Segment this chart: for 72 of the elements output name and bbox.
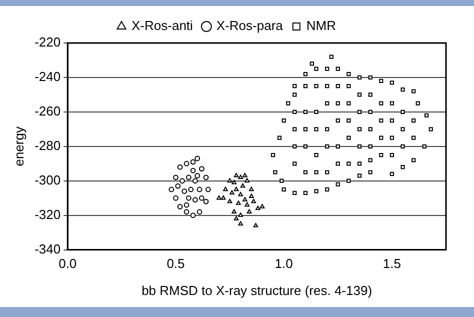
point [198, 166, 204, 172]
point [238, 221, 243, 226]
point [190, 159, 196, 165]
point [220, 195, 226, 200]
point [190, 168, 196, 174]
point [236, 200, 241, 205]
x-tick-label: 0.0 [58, 256, 77, 272]
point [249, 194, 254, 198]
point [223, 186, 228, 192]
x-tick-label: 1.0 [274, 256, 293, 272]
point [230, 190, 234, 195]
point [173, 195, 178, 201]
point [244, 178, 250, 182]
point [232, 209, 237, 214]
point [251, 198, 256, 204]
point [227, 178, 232, 182]
point [205, 186, 211, 192]
point [173, 174, 178, 180]
point [255, 206, 260, 210]
legend-label: X-Ros-para [216, 18, 284, 34]
point [196, 186, 202, 192]
point [177, 164, 183, 170]
point [244, 202, 250, 207]
point [198, 195, 204, 201]
y-tick-label: -300 [34, 172, 61, 188]
point [194, 172, 200, 178]
y-axis-title: energy [11, 126, 26, 166]
point [227, 198, 232, 204]
point [168, 186, 174, 192]
y-tick-label: -220 [34, 34, 61, 50]
point [216, 195, 222, 200]
point [238, 212, 243, 217]
point [238, 192, 243, 196]
y-tick-label: -240 [34, 69, 61, 84]
point [246, 209, 252, 214]
point [192, 197, 198, 203]
y-tick-label: -260 [34, 104, 61, 119]
point [194, 156, 200, 162]
point [234, 172, 239, 178]
point [249, 186, 254, 192]
point [186, 195, 192, 201]
point [260, 204, 265, 208]
y-tick-label: -340 [34, 241, 61, 256]
legend-label: X-Ros-anti [132, 18, 194, 34]
point [196, 209, 202, 215]
point [188, 186, 194, 192]
x-tick-label: 0.5 [166, 256, 185, 272]
point [182, 188, 188, 194]
point [238, 174, 243, 180]
point [234, 186, 239, 192]
legend-label: NMR [306, 18, 336, 34]
point [234, 216, 239, 220]
point [177, 204, 183, 210]
point [203, 198, 209, 204]
point [242, 172, 248, 178]
x-axis-title: bb RMSD to X-ray structure (res. 4-139) [142, 282, 372, 298]
x-tick-label: 1.5 [382, 256, 401, 272]
point [184, 202, 190, 208]
point [190, 212, 196, 218]
point [242, 197, 248, 202]
y-tick-label: -320 [34, 206, 61, 222]
point [253, 222, 258, 228]
point [203, 174, 209, 180]
point [240, 183, 246, 188]
point [180, 178, 185, 184]
point [192, 178, 198, 184]
point [186, 174, 192, 180]
point [184, 209, 190, 215]
y-tick-label: -280 [34, 138, 61, 153]
point [232, 180, 237, 184]
point [184, 160, 190, 166]
point [175, 183, 181, 189]
